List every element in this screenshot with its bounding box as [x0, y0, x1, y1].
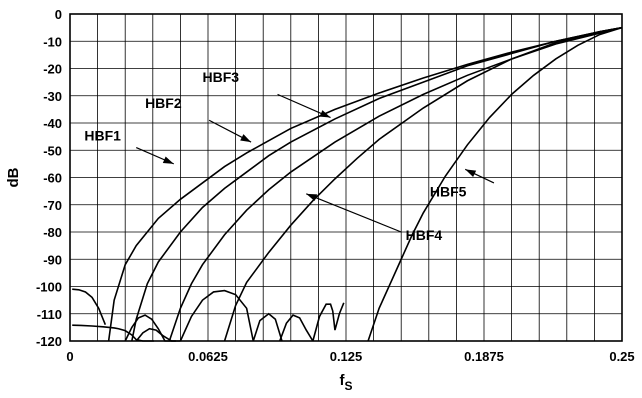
x-tick-label: 0.1875	[464, 349, 504, 364]
annotations: HBF1 HBF2 HBF3 HBF4 HBF5	[84, 69, 495, 243]
series-hbf5	[367, 26, 623, 342]
x-tick-label: 0.0625	[188, 349, 228, 364]
grid	[70, 14, 622, 341]
stopband-ripple-7	[124, 314, 176, 342]
stopband-ripple-9	[179, 289, 255, 342]
y-tick-label: 0	[55, 7, 62, 22]
series-group	[72, 26, 623, 342]
y-tick-label: -40	[43, 116, 62, 131]
y-tick-label: -90	[43, 252, 62, 267]
y-tick-label: -10	[43, 34, 62, 49]
y-tick-label: -50	[43, 143, 62, 158]
y-tick-label: -80	[43, 225, 62, 240]
plot-frame	[69, 13, 623, 342]
stopband-ripple-8	[135, 327, 181, 342]
y-tick-label: -60	[43, 171, 62, 186]
annotation-label-hbf2: HBF2	[145, 95, 182, 111]
stopband-ripple-10	[252, 312, 283, 342]
annotation-arrowhead-hbf5	[465, 169, 477, 178]
y-tick-label: -20	[43, 62, 62, 77]
annotation-label-hbf3: HBF3	[202, 69, 239, 85]
x-tick-labels: 0 0.0625 0.125 0.1875 0.25	[66, 349, 634, 364]
y-tick-labels: 0 -10 -20 -30 -40 -50 -60 -70 -80 -90 -100 -110 -120	[36, 7, 62, 349]
x-axis-label: fS	[339, 372, 352, 393]
y-tick-label: -70	[43, 198, 62, 213]
y-tick-label: -110	[37, 307, 62, 322]
x-axis-label-subscript: S	[344, 379, 352, 393]
stopband-ripple-5	[72, 288, 107, 325]
annotation-arrowhead-hbf3	[319, 110, 331, 118]
annotation-arrowhead-hbf2	[240, 134, 252, 143]
annotation-label-hbf5: HBF5	[430, 184, 467, 200]
x-tick-label: 0	[66, 349, 73, 364]
series-hbf1	[107, 26, 623, 342]
annotation-label-hbf1: HBF1	[84, 128, 121, 144]
x-tick-label: 0.125	[330, 349, 363, 364]
annotation-arrowhead-hbf1	[162, 156, 174, 164]
annotation-arrowhead-hbf4	[306, 193, 318, 202]
annotation-label-hbf4: HBF4	[406, 227, 443, 243]
series-hbf2	[131, 26, 623, 342]
x-tick-label: 0.25	[609, 349, 634, 364]
y-tick-label: -120	[36, 334, 62, 349]
stopband-ripple-6	[72, 324, 154, 342]
y-tick-label: -100	[36, 280, 62, 295]
stopband-ripple-11	[279, 314, 314, 342]
stopband-ripple-12	[312, 302, 345, 342]
y-axis-label: dB	[5, 167, 22, 187]
y-tick-label: -30	[43, 89, 62, 104]
annotation-arrow-hbf4	[306, 193, 402, 233]
series-hbf4	[223, 26, 623, 342]
x-axis-label-main: f	[339, 372, 345, 389]
